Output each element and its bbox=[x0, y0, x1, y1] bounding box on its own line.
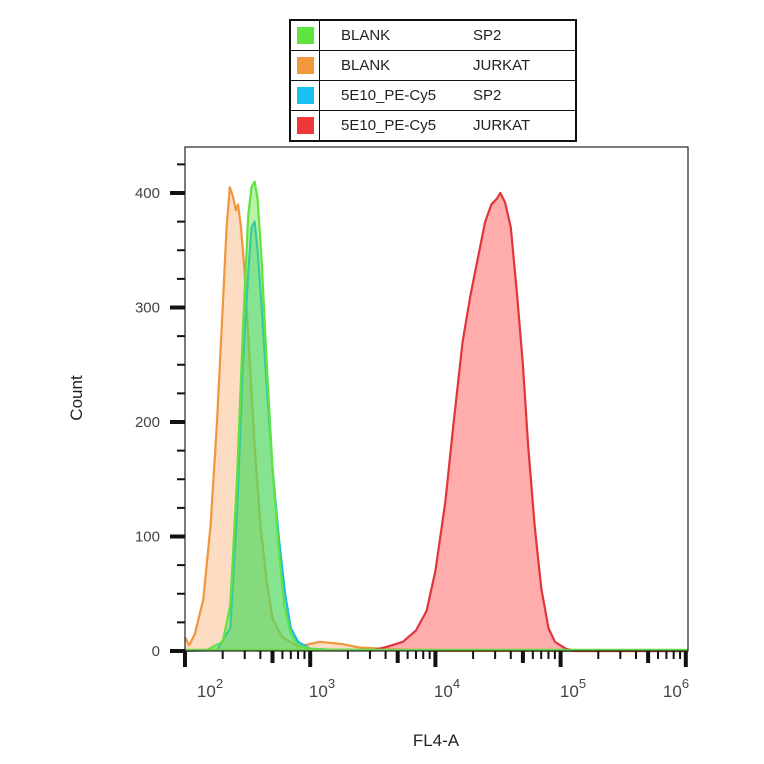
legend-row: BLANK SP2 bbox=[291, 21, 575, 51]
y-tick-label: 200 bbox=[135, 414, 160, 431]
y-axis: 0 100 200 300 400 bbox=[135, 163, 185, 660]
series-line bbox=[369, 191, 686, 653]
legend-swatch-cell bbox=[291, 21, 320, 50]
series-line bbox=[184, 220, 686, 653]
legend-row: BLANK JURKAT bbox=[291, 51, 575, 81]
legend-cell: JURKAT bbox=[473, 57, 531, 74]
legend-row: 5E10_PE-Cy5 SP2 bbox=[291, 81, 575, 111]
series-fill bbox=[185, 187, 686, 652]
legend-swatch-cell bbox=[291, 81, 320, 110]
y-tick-label: 100 bbox=[135, 529, 160, 546]
legend-swatch-blank-sp2 bbox=[296, 27, 314, 44]
series-layer bbox=[184, 180, 688, 653]
legend-swatch-blank-jurkat bbox=[296, 57, 314, 74]
legend-cell: SP2 bbox=[473, 27, 502, 44]
y-tick-label: 0 bbox=[152, 643, 160, 660]
x-axis-title: FL4-A bbox=[413, 731, 460, 750]
x-tick-label: 105 bbox=[560, 676, 586, 701]
legend-sample: BLANK bbox=[341, 57, 391, 74]
x-axis: 102 103 104 105 106 bbox=[183, 651, 689, 701]
series-fill bbox=[185, 181, 686, 651]
series-fill bbox=[369, 193, 686, 651]
legend-cell: JURKAT bbox=[473, 117, 531, 134]
legend: BLANK SP2 BLANK JURKAT 5E10_PE-Cy5 SP2 5… bbox=[289, 19, 577, 142]
x-tick-label: 103 bbox=[309, 676, 335, 701]
series-line bbox=[184, 180, 686, 653]
legend-row: 5E10_PE-Cy5 JURKAT bbox=[291, 111, 575, 140]
legend-swatch-5e10-jurkat bbox=[296, 117, 314, 134]
legend-sample: 5E10_PE-Cy5 bbox=[341, 87, 437, 104]
legend-swatch-5e10-sp2 bbox=[296, 87, 314, 104]
legend-swatch-cell bbox=[291, 111, 320, 140]
legend-sample: BLANK bbox=[341, 27, 391, 44]
y-tick-label: 400 bbox=[135, 185, 160, 202]
legend-sample: 5E10_PE-Cy5 bbox=[341, 117, 437, 134]
y-axis-title: Count bbox=[67, 375, 86, 421]
x-tick-label: 106 bbox=[663, 676, 689, 701]
series-fill bbox=[185, 221, 686, 651]
y-tick-label: 300 bbox=[135, 300, 160, 317]
legend-cell: SP2 bbox=[473, 87, 502, 104]
legend-swatch-cell bbox=[291, 51, 320, 80]
x-tick-label: 102 bbox=[197, 676, 223, 701]
x-tick-label: 104 bbox=[434, 676, 460, 701]
